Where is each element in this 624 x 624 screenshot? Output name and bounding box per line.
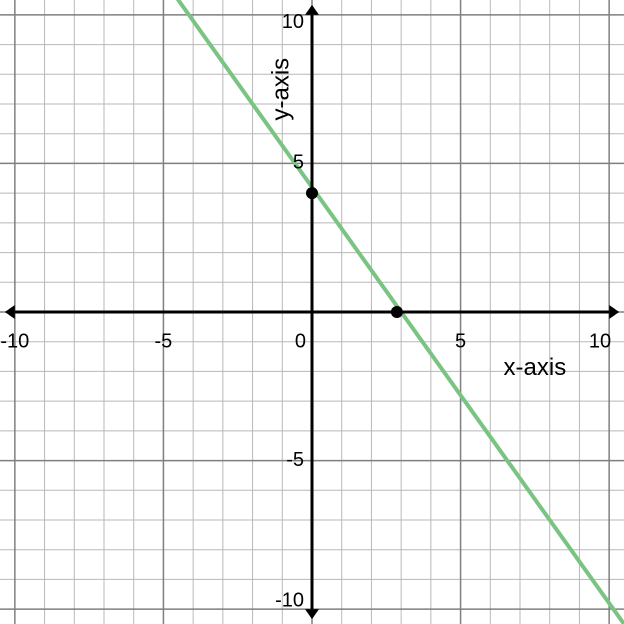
x-axis-label: x-axis xyxy=(504,354,567,381)
x-tick-label: 5 xyxy=(455,331,466,353)
y-tick-label: 5 xyxy=(293,152,304,174)
y-tick-label: 10 xyxy=(282,11,304,33)
data-point xyxy=(391,306,403,318)
x-tick-label: 0 xyxy=(295,331,306,353)
y-tick-label: -10 xyxy=(275,589,304,611)
x-tick-label: -5 xyxy=(155,331,173,353)
x-tick-label: -10 xyxy=(0,331,29,353)
y-tick-label: -5 xyxy=(286,449,304,471)
x-tick-label: 10 xyxy=(589,331,611,353)
data-point xyxy=(306,187,318,199)
line-chart: -10 -5 0 5 10 -10 -5 5 10 x-axis y-axis xyxy=(0,0,624,624)
y-axis-label: y-axis xyxy=(267,58,294,121)
